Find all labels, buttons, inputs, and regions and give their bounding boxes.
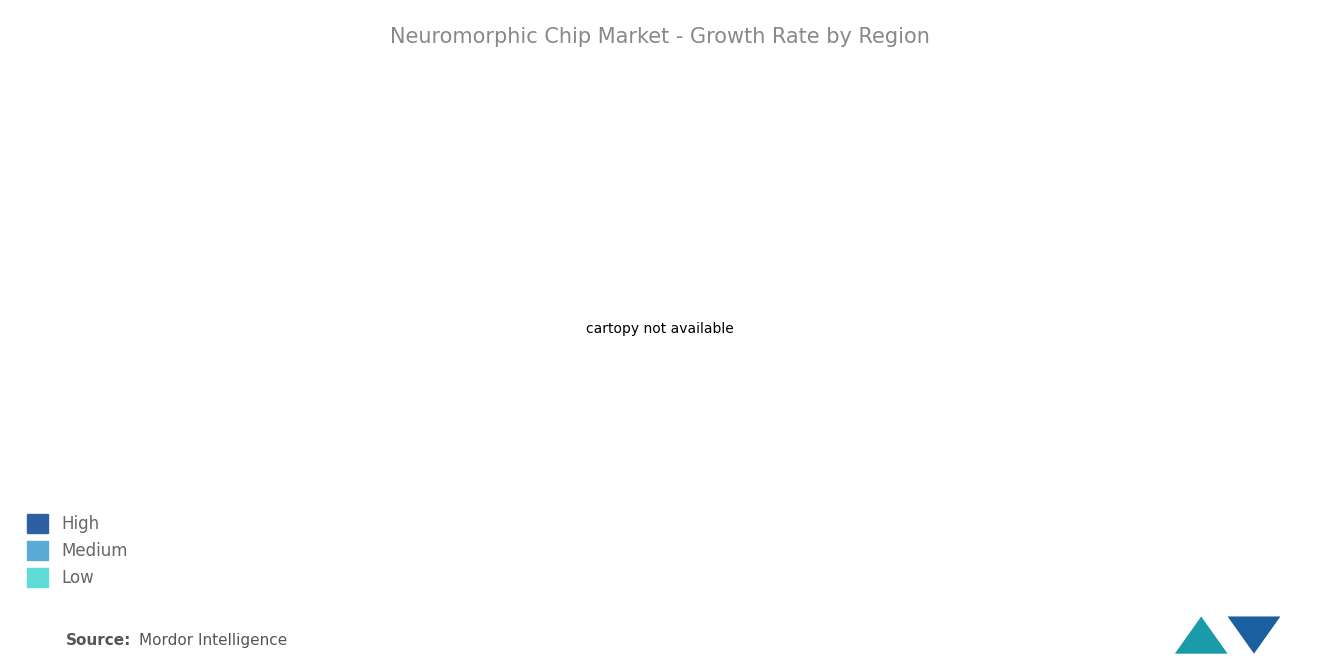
- Text: Mordor Intelligence: Mordor Intelligence: [139, 633, 286, 648]
- Legend: High, Medium, Low: High, Medium, Low: [21, 509, 133, 592]
- Text: Neuromorphic Chip Market - Growth Rate by Region: Neuromorphic Chip Market - Growth Rate b…: [391, 27, 929, 47]
- Text: cartopy not available: cartopy not available: [586, 322, 734, 336]
- Polygon shape: [1228, 616, 1280, 654]
- Text: Source:: Source:: [66, 633, 132, 648]
- Polygon shape: [1175, 616, 1228, 654]
